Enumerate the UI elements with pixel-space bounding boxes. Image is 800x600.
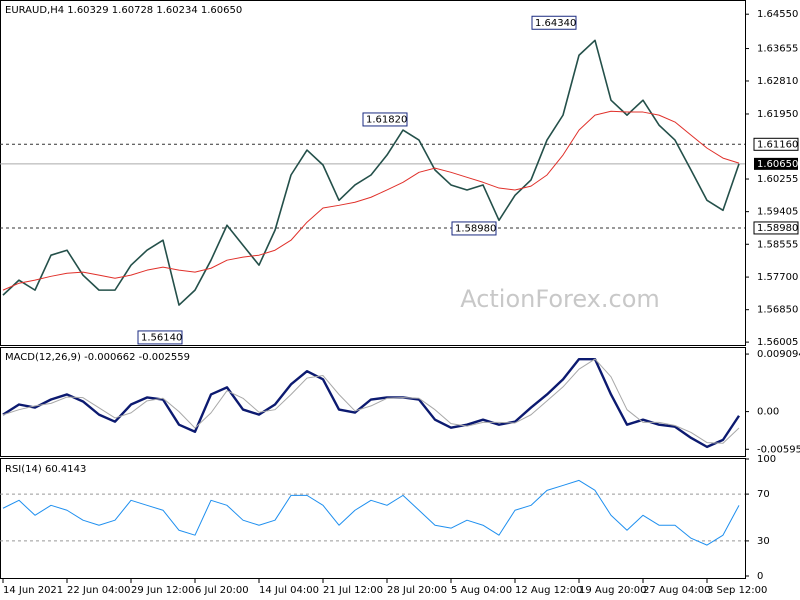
macd-panel <box>0 347 746 457</box>
y-tick-label: 1.56850 <box>757 305 798 316</box>
level-label: 1.61160 <box>757 139 798 150</box>
annotation-label: 1.56140 <box>141 332 182 343</box>
y-tick-label: 70 <box>757 489 770 500</box>
y-tick-label: 1.62810 <box>757 76 798 87</box>
rsi-panel <box>0 458 746 579</box>
annotation-label: 1.58980 <box>455 223 496 234</box>
y-tick-label: 0 <box>757 571 763 582</box>
y-tick-label: 1.64550 <box>757 9 798 20</box>
panel-title: RSI(14) 60.4143 <box>5 464 86 475</box>
price-panel <box>0 0 746 346</box>
series-line <box>2 110 740 291</box>
y-tick-label: 1.59405 <box>757 207 798 218</box>
x-tick-label: 27 Aug 04:00 <box>643 585 710 596</box>
x-tick-label: 5 Aug 04:00 <box>451 585 512 596</box>
x-tick-label: 12 Aug 12:00 <box>515 585 582 596</box>
y-tick-label: -0.005956 <box>757 444 800 455</box>
x-tick-label: 14 Jun 2021 <box>3 585 63 596</box>
current-price-box <box>754 157 798 170</box>
annotation-box <box>531 15 577 30</box>
y-tick-label: 1.60255 <box>757 174 798 185</box>
panel-title: MACD(12,26,9) -0.000662 -0.002559 <box>5 352 190 363</box>
level-label-box <box>753 221 799 235</box>
y-tick-label: 1.56005 <box>757 337 798 348</box>
x-tick-label: 6 Jul 20:00 <box>195 585 249 596</box>
y-tick-label: 100 <box>757 454 776 465</box>
x-tick-label: 3 Sep 12:00 <box>707 585 767 596</box>
y-tick-label: 1.61950 <box>757 109 798 120</box>
x-tick-label: 14 Jul 04:00 <box>259 585 319 596</box>
annotation-label: 1.61820 <box>366 114 407 125</box>
current-price-label: 1.60650 <box>757 159 798 170</box>
x-tick-label: 19 Aug 20:00 <box>579 585 646 596</box>
y-tick-label: 1.63655 <box>757 44 798 55</box>
series-line <box>2 358 740 444</box>
series-line <box>2 357 740 449</box>
annotation-box <box>362 112 408 127</box>
series-line <box>2 479 740 546</box>
y-tick-label: 1.57700 <box>757 272 798 283</box>
annotation-box <box>451 221 497 236</box>
x-tick-label: 28 Jul 20:00 <box>387 585 447 596</box>
y-tick-label: 0.009094 <box>757 349 800 360</box>
x-tick-label: 29 Jun 12:00 <box>131 585 195 596</box>
watermark: ActionForex.com <box>460 285 660 313</box>
series-line <box>2 39 740 306</box>
x-tick-label: 21 Jul 12:00 <box>323 585 383 596</box>
y-tick-label: 30 <box>757 536 770 547</box>
x-tick-label: 22 Jun 04:00 <box>67 585 131 596</box>
y-tick-label: 0.00 <box>757 407 779 418</box>
annotation-label: 1.64340 <box>535 18 576 29</box>
level-label-box <box>753 137 799 151</box>
y-tick-label: 1.58555 <box>757 239 798 250</box>
panel-title: EURAUD,H4 1.60329 1.60728 1.60234 1.6065… <box>5 5 242 16</box>
annotation-box <box>137 330 183 345</box>
level-label: 1.58980 <box>757 223 798 234</box>
